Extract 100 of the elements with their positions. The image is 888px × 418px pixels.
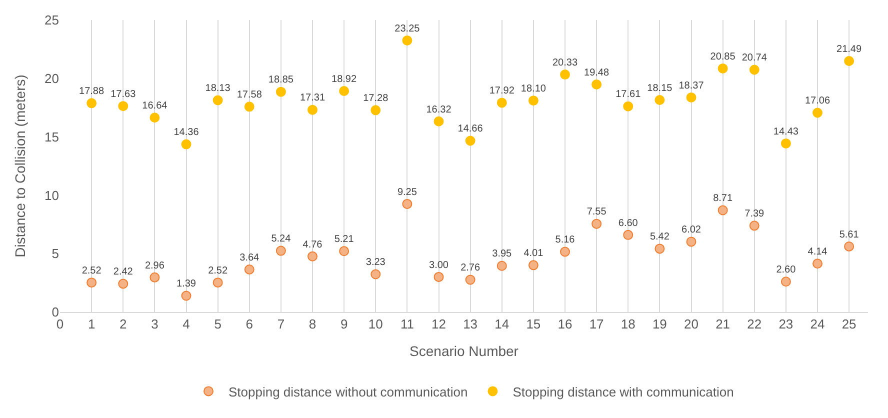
- point: [812, 108, 822, 118]
- data-label: 2.52: [82, 265, 102, 276]
- x-tick-label: 25: [842, 316, 856, 332]
- x-tick-label: 24: [810, 316, 825, 332]
- data-label: 6.60: [618, 218, 638, 229]
- point: [718, 63, 728, 74]
- point: [181, 139, 192, 150]
- x-tick-label: 2: [120, 316, 127, 332]
- point: [434, 272, 444, 282]
- point: [844, 241, 854, 252]
- data-label: 17.88: [79, 86, 105, 98]
- data-label: 17.58: [236, 90, 262, 101]
- point: [370, 269, 381, 280]
- data-label: 1.39: [176, 278, 196, 290]
- y-tick-label: 15: [44, 129, 59, 144]
- y-tick-label: 0: [52, 304, 59, 320]
- data-label: 9.25: [397, 186, 418, 198]
- x-tick-label: 1: [88, 316, 96, 332]
- point: [496, 98, 507, 108]
- data-label: 5.61: [839, 229, 860, 240]
- data-label: 3.23: [366, 257, 386, 268]
- point: [528, 96, 538, 106]
- point: [844, 56, 854, 66]
- data-label: 19.48: [584, 67, 610, 78]
- data-label: 4.01: [524, 248, 544, 260]
- point: [749, 220, 760, 231]
- point: [402, 198, 412, 209]
- point: [150, 272, 160, 282]
- point: [339, 86, 350, 96]
- x-tick-label: 7: [277, 316, 285, 332]
- data-label: 7.55: [586, 206, 607, 218]
- x-tick-label: 15: [526, 316, 541, 332]
- point: [402, 35, 412, 46]
- data-label: 2.52: [208, 265, 228, 276]
- point: [623, 230, 634, 240]
- data-label: 5.24: [271, 234, 292, 245]
- data-label: 8.71: [713, 193, 733, 204]
- x-tick-label: 9: [340, 316, 348, 332]
- point: [780, 276, 791, 287]
- data-label: 2.42: [113, 266, 134, 278]
- point: [654, 244, 665, 254]
- data-label: 23.25: [394, 23, 420, 34]
- point: [465, 274, 476, 285]
- data-label: 17.06: [804, 96, 830, 107]
- point: [686, 236, 696, 247]
- x-tick-label: 13: [463, 316, 478, 332]
- legend-label: Stopping distance with communication: [512, 384, 734, 400]
- x-tick-label: 8: [308, 316, 316, 332]
- data-label: 2.76: [460, 262, 480, 274]
- data-label: 3.00: [429, 260, 449, 271]
- point: [118, 101, 128, 112]
- x-tick-label: 23: [778, 316, 794, 332]
- data-label: 18.37: [678, 80, 704, 92]
- point: [560, 70, 570, 80]
- x-tick-label: 10: [368, 316, 383, 332]
- point: [308, 104, 318, 115]
- point: [86, 278, 97, 288]
- x-tick-label: 12: [432, 316, 446, 332]
- x-axis-title: Scenario Number: [410, 342, 519, 359]
- data-label: 21.49: [836, 44, 862, 55]
- point: [370, 105, 381, 116]
- x-tick-label: 4: [182, 316, 190, 332]
- y-tick-label: 20: [44, 70, 59, 86]
- data-label: 17.61: [616, 89, 642, 100]
- data-label: 16.32: [426, 104, 452, 116]
- point: [244, 264, 254, 274]
- y-tick-label: 25: [44, 12, 59, 28]
- data-label: 6.02: [682, 224, 702, 236]
- point: [434, 116, 444, 126]
- y-axis-title: Distance to Collision (meters): [12, 74, 28, 258]
- point: [244, 102, 254, 112]
- point: [812, 258, 822, 269]
- point: [86, 98, 97, 108]
- data-label: 17.63: [110, 88, 136, 100]
- x-tick-label: 20: [684, 316, 698, 332]
- x-tick-label: 14: [494, 316, 510, 332]
- point: [339, 246, 350, 256]
- data-label: 2.60: [776, 264, 796, 276]
- data-label: 18.13: [205, 83, 231, 94]
- data-label: 17.31: [300, 92, 326, 104]
- data-label: 20.33: [552, 57, 578, 68]
- data-label: 14.43: [773, 126, 799, 138]
- point: [623, 101, 634, 112]
- point: [181, 290, 192, 301]
- data-label: 18.85: [268, 74, 294, 86]
- data-label: 2.96: [144, 260, 165, 272]
- point: [654, 95, 665, 106]
- point: [496, 260, 507, 271]
- data-label: 4.14: [808, 246, 828, 258]
- data-label: 7.39: [744, 208, 765, 220]
- x-tick-label: 18: [620, 316, 636, 332]
- point: [150, 112, 160, 123]
- data-label: 18.92: [332, 74, 358, 85]
- point: [276, 86, 286, 97]
- data-label: 20.74: [742, 52, 768, 64]
- point: [749, 64, 760, 75]
- data-label: 3.95: [492, 248, 512, 260]
- point: [528, 260, 538, 270]
- data-label: 4.76: [302, 239, 323, 250]
- point: [118, 278, 128, 289]
